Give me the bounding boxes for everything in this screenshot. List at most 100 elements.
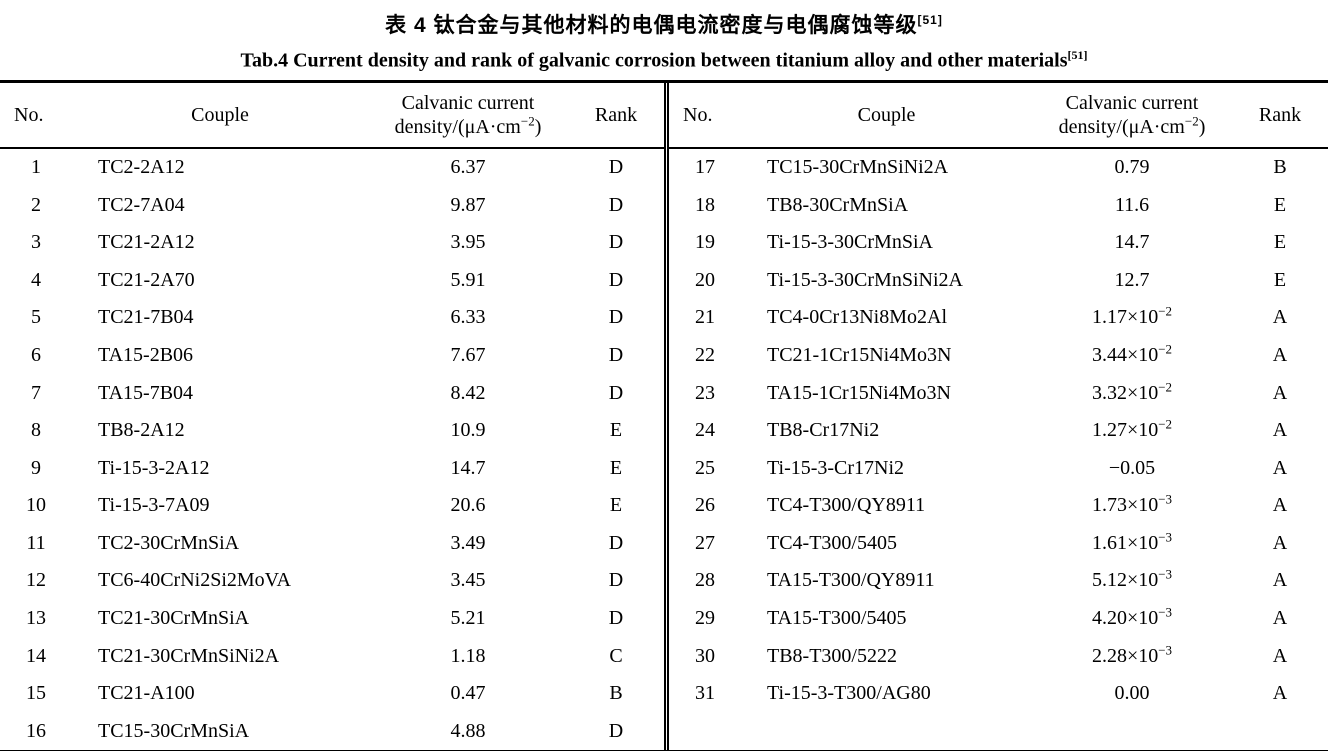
cell-rank: A bbox=[1272, 569, 1288, 592]
cell-rank: E bbox=[1273, 193, 1287, 216]
table-row: 2 TC2-7A04 9.87 D bbox=[0, 186, 664, 224]
cell-rank: A bbox=[1272, 381, 1288, 404]
density-value: 4.88 bbox=[450, 719, 486, 742]
density-value: 20.6 bbox=[450, 494, 486, 517]
cell-rank: D bbox=[608, 719, 624, 742]
cell-current-density: −0.05 bbox=[1032, 457, 1232, 480]
cell-no: 2 bbox=[31, 193, 41, 216]
cell-rank: D bbox=[608, 268, 624, 291]
density-value: 5.21 bbox=[450, 607, 486, 630]
cell-current-density: 0.79 bbox=[1032, 156, 1232, 179]
table-body-right: 17 TC15-30CrMnSiNi2A 0.79 B 18 TB8-30CrMnSiA 1… bbox=[669, 149, 1328, 713]
cell-current-density: 9.87 bbox=[368, 194, 568, 217]
table-right-half: No. Couple Calvanic current density/(μA·… bbox=[664, 82, 1328, 751]
cell-rank: A bbox=[1272, 682, 1288, 705]
table-caption-en: Tab.4 Current density and rank of galvan… bbox=[0, 42, 1328, 74]
cell-couple: Ti-15-3-30CrMnSiA bbox=[767, 231, 933, 254]
cell-current-density: 4.88 bbox=[368, 720, 568, 743]
cell-rank: C bbox=[609, 644, 623, 667]
density-value: 1.18 bbox=[450, 644, 486, 667]
cell-couple: TC21-1Cr15Ni4Mo3N bbox=[767, 343, 952, 366]
cell-couple: TA15-T300/5405 bbox=[767, 607, 907, 630]
cell-rank: D bbox=[608, 343, 624, 366]
header-density-exponent: −2 bbox=[520, 113, 535, 128]
cell-rank: A bbox=[1272, 607, 1288, 630]
table-row: 9 Ti-15-3-2A12 14.7 E bbox=[0, 449, 664, 487]
cell-no: 13 bbox=[26, 607, 46, 630]
density-value: 14.7 bbox=[450, 456, 486, 479]
density-value: 3.45 bbox=[450, 569, 486, 592]
table-row: 29 TA15-T300/5405 4.20×10−3 A bbox=[669, 600, 1328, 638]
table-row: 25 Ti-15-3-Cr17Ni2 −0.05 A bbox=[669, 449, 1328, 487]
cell-couple: TC21-2A70 bbox=[98, 268, 195, 291]
cell-no: 15 bbox=[26, 682, 46, 705]
table-row: 12 TC6-40CrNi2Si2MoVA 3.45 D bbox=[0, 562, 664, 600]
cell-no: 5 bbox=[31, 306, 41, 329]
cell-current-density: 1.61×10−3 bbox=[1032, 530, 1232, 555]
header-density: Calvanic current density/(μA·cm−2) bbox=[1032, 91, 1232, 139]
caption-zh-reference: [51] bbox=[917, 13, 943, 27]
cell-rank: E bbox=[609, 456, 623, 479]
cell-rank: A bbox=[1272, 456, 1288, 479]
cell-rank: D bbox=[608, 531, 624, 554]
cell-current-density: 14.7 bbox=[368, 457, 568, 480]
density-value: 6.33 bbox=[450, 306, 486, 329]
table-header-left: No. Couple Calvanic current density/(μA·… bbox=[0, 83, 664, 149]
caption-en-text: Tab.4 Current density and rank of galvan… bbox=[240, 49, 1068, 72]
cell-current-density: 1.27×10−2 bbox=[1032, 417, 1232, 442]
cell-no: 6 bbox=[31, 343, 41, 366]
table-row: 27 TC4-T300/5405 1.61×10−3 A bbox=[669, 525, 1328, 563]
caption-zh-text: 表 4 钛合金与其他材料的电偶电流密度与电偶腐蚀等级 bbox=[385, 14, 918, 37]
cell-current-density: 5.91 bbox=[368, 269, 568, 292]
density-value: 1.73×10 bbox=[1091, 494, 1159, 517]
density-value: 6.37 bbox=[450, 155, 486, 178]
cell-no: 9 bbox=[31, 456, 41, 479]
cell-couple: TC2-7A04 bbox=[98, 193, 185, 216]
cell-couple: TC21-A100 bbox=[98, 682, 195, 705]
cell-current-density: 6.33 bbox=[368, 306, 568, 329]
cell-rank: E bbox=[609, 494, 623, 517]
cell-no: 24 bbox=[695, 419, 715, 442]
cell-no: 19 bbox=[695, 231, 715, 254]
density-value: 4.20×10 bbox=[1091, 607, 1159, 630]
cell-rank: D bbox=[608, 607, 624, 630]
header-density-close-paren: ) bbox=[534, 115, 542, 138]
density-exponent: −3 bbox=[1158, 642, 1173, 658]
density-value: 1.27×10 bbox=[1091, 419, 1159, 442]
caption-en-reference: [51] bbox=[1067, 48, 1088, 62]
cell-current-density: 3.32×10−2 bbox=[1032, 380, 1232, 405]
density-exponent: −2 bbox=[1158, 341, 1173, 357]
header-density-line1: Calvanic current bbox=[1065, 91, 1199, 114]
cell-couple: TB8-2A12 bbox=[98, 419, 185, 442]
table-row: 18 TB8-30CrMnSiA 11.6 E bbox=[669, 186, 1328, 224]
cell-couple: TC6-40CrNi2Si2MoVA bbox=[98, 569, 291, 592]
cell-couple: TA15-T300/QY8911 bbox=[767, 569, 935, 592]
cell-no: 22 bbox=[695, 343, 715, 366]
table-row: 7 TA15-7B04 8.42 D bbox=[0, 374, 664, 412]
table-row: 15 TC21-A100 0.47 B bbox=[0, 675, 664, 713]
cell-couple: Ti-15-3-Cr17Ni2 bbox=[767, 456, 905, 479]
cell-couple: TB8-T300/5222 bbox=[767, 644, 897, 667]
table-row: 31 Ti-15-3-T300/AG80 0.00 A bbox=[669, 675, 1328, 713]
cell-rank: A bbox=[1272, 419, 1288, 442]
cell-no: 25 bbox=[695, 456, 715, 479]
header-density-close-paren: ) bbox=[1198, 115, 1206, 138]
header-no: No. bbox=[683, 103, 713, 126]
cell-couple: TA15-7B04 bbox=[98, 381, 194, 404]
cell-current-density: 6.37 bbox=[368, 156, 568, 179]
table-row: 20 Ti-15-3-30CrMnSiNi2A 12.7 E bbox=[669, 261, 1328, 299]
table-row: 22 TC21-1Cr15Ni4Mo3N 3.44×10−2 A bbox=[669, 337, 1328, 375]
cell-current-density: 0.00 bbox=[1032, 682, 1232, 705]
table-row: 26 TC4-T300/QY8911 1.73×10−3 A bbox=[669, 487, 1328, 525]
cell-couple: TC4-0Cr13Ni8Mo2Al bbox=[767, 306, 947, 329]
cell-no: 10 bbox=[26, 494, 46, 517]
cell-couple: TC15-30CrMnSiNi2A bbox=[767, 155, 949, 178]
cell-rank: A bbox=[1272, 306, 1288, 329]
cell-couple: Ti-15-3-7A09 bbox=[98, 494, 210, 517]
density-value: 11.6 bbox=[1114, 193, 1150, 216]
cell-no: 14 bbox=[26, 644, 46, 667]
cell-couple: TC21-30CrMnSiA bbox=[98, 607, 250, 630]
cell-current-density: 1.18 bbox=[368, 645, 568, 668]
density-value: 7.67 bbox=[450, 343, 486, 366]
